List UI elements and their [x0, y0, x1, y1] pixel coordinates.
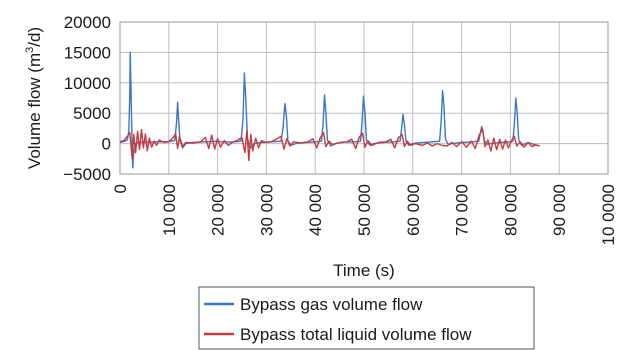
x-axis-label: Time (s) [333, 261, 395, 280]
x-tick-label: 70 000 [453, 184, 472, 236]
x-tick-label: 50 000 [355, 184, 374, 236]
y-tick-label: 0 [102, 135, 111, 154]
x-tick-label: 90 000 [550, 184, 569, 236]
y-tick-labels: −5000 0 5000 10000 15000 20000 [63, 13, 111, 184]
y-tick-label: 20000 [64, 13, 111, 32]
x-tick-label: 80 000 [501, 184, 520, 236]
x-tick-label: 40 000 [306, 184, 325, 236]
x-tick-labels: 0 10 000 20 000 30 000 40 000 50 000 60 000 70 … [111, 184, 618, 245]
x-tick-label: 10 000 [160, 184, 179, 236]
legend: Bypass gas volume flow Bypass total liqu… [198, 286, 535, 350]
y-tick-label: 10000 [64, 74, 111, 93]
x-tick-label: 30 000 [257, 184, 276, 236]
y-tick-label: 15000 [64, 43, 111, 62]
series-line-liquid [119, 128, 540, 162]
x-tick-label: 0 [111, 184, 130, 193]
legend-box [198, 286, 535, 350]
x-tick-label: 10 0000 [599, 184, 618, 245]
y-axis-label: Volume flow (m3/d) [24, 27, 44, 169]
series-layer [119, 51, 540, 169]
legend-label-gas: Bypass gas volume flow [240, 295, 423, 314]
y-axis-label-sup: 3 [24, 47, 36, 53]
y-tick-label: 5000 [73, 104, 111, 123]
series-line-gas [119, 51, 540, 169]
x-tick-label: 60 000 [404, 184, 423, 236]
legend-label-liquid: Bypass total liquid volume flow [240, 325, 472, 344]
x-tick-label: 20 000 [209, 184, 228, 236]
y-axis-label-main: Volume flow (m [25, 53, 44, 169]
plot-frame [119, 21, 609, 175]
y-tick-label: −5000 [63, 165, 111, 184]
y-axis-label-tail: /d) [25, 27, 44, 47]
